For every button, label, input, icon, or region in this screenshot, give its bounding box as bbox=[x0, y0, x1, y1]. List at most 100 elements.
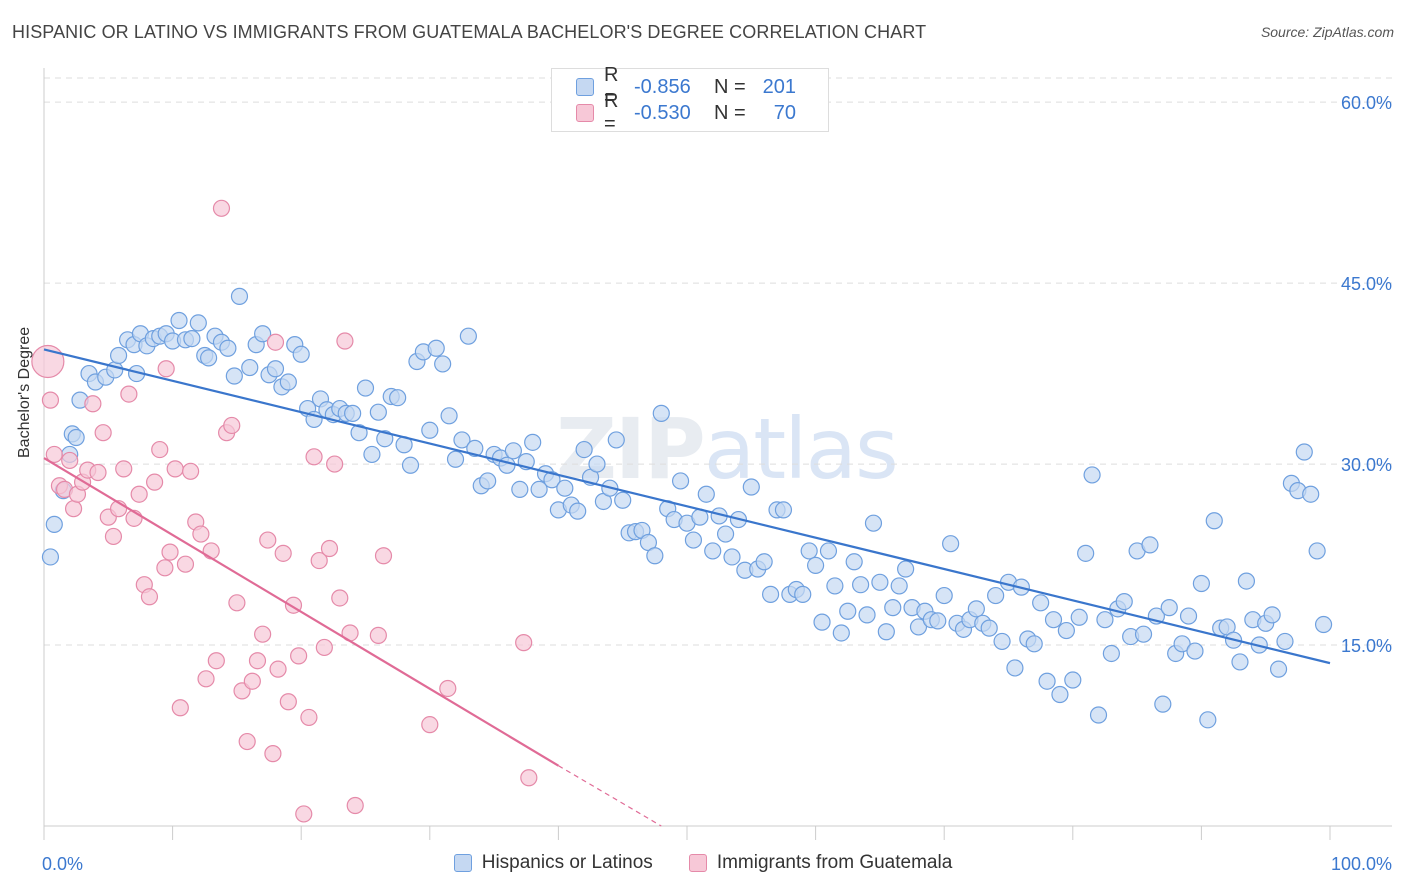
point-hispanic bbox=[189, 314, 207, 332]
point-guatemala bbox=[140, 588, 159, 606]
point-hispanic bbox=[845, 553, 863, 571]
point-hispanic bbox=[794, 585, 812, 603]
point-guatemala bbox=[64, 500, 83, 518]
legend-swatch-pink bbox=[576, 104, 594, 122]
point-hispanic bbox=[479, 472, 497, 490]
y-tick-label: 45.0% bbox=[1341, 274, 1392, 294]
point-hispanic bbox=[466, 439, 484, 457]
point-hispanic bbox=[897, 560, 915, 578]
point-hispanic bbox=[742, 478, 760, 496]
point-hispanic bbox=[1038, 672, 1056, 690]
point-hispanic bbox=[524, 433, 542, 451]
legend-swatch-pink bbox=[688, 854, 707, 872]
point-hispanic bbox=[684, 531, 703, 549]
point-hispanic bbox=[292, 345, 310, 363]
point-guatemala bbox=[300, 708, 318, 727]
point-guatemala bbox=[310, 551, 328, 570]
point-hispanic bbox=[826, 577, 844, 595]
source-credit: Source: ZipAtlas.com bbox=[1260, 24, 1394, 40]
point-guatemala bbox=[166, 460, 184, 478]
point-guatemala bbox=[45, 445, 63, 464]
point-hispanic bbox=[1205, 512, 1223, 530]
point-guatemala bbox=[520, 769, 538, 787]
legend-r-label: R = bbox=[604, 90, 619, 135]
point-hispanic bbox=[774, 501, 793, 519]
point-hispanic bbox=[459, 327, 477, 345]
x-tick-label: 100.0% bbox=[1331, 854, 1392, 874]
point-hispanic bbox=[1089, 706, 1108, 724]
point-guatemala bbox=[515, 634, 533, 652]
point-hispanic bbox=[839, 602, 857, 620]
point-hispanic bbox=[993, 632, 1011, 651]
x-tick-label: 0.0% bbox=[42, 854, 83, 874]
point-hispanic bbox=[434, 355, 452, 373]
point-hispanic bbox=[350, 424, 368, 442]
point-guatemala bbox=[331, 589, 349, 607]
watermark-atlas: atlas bbox=[703, 400, 899, 498]
point-guatemala bbox=[192, 525, 210, 543]
point-hispanic bbox=[1231, 653, 1249, 671]
point-hispanic bbox=[819, 542, 838, 560]
point-guatemala bbox=[197, 670, 215, 688]
point-hispanic bbox=[980, 619, 998, 637]
point-guatemala bbox=[369, 626, 387, 644]
point-hispanic bbox=[1051, 685, 1069, 704]
point-guatemala bbox=[212, 199, 231, 217]
point-guatemala bbox=[326, 455, 344, 473]
point-hispanic bbox=[1070, 608, 1088, 626]
point-guatemala bbox=[176, 555, 195, 573]
legend-item-guatemala[interactable]: Immigrants from Guatemala bbox=[688, 852, 952, 874]
point-guatemala bbox=[238, 732, 256, 751]
point-guatemala bbox=[182, 462, 200, 480]
point-hispanic bbox=[45, 515, 63, 533]
point-hispanic bbox=[1057, 621, 1075, 640]
point-hispanic bbox=[1199, 711, 1217, 729]
legend-r-value: -0.856 bbox=[634, 75, 691, 98]
chart-title: HISPANIC OR LATINO VS IMMIGRANTS FROM GU… bbox=[12, 22, 927, 42]
point-hispanic bbox=[1083, 466, 1101, 484]
point-hispanic bbox=[1192, 574, 1211, 593]
point-hispanic bbox=[225, 367, 243, 385]
legend-row-guatemala: R = -0.530 N = 70 bbox=[576, 90, 796, 135]
point-guatemala bbox=[120, 385, 138, 403]
point-hispanic bbox=[852, 576, 870, 594]
point-hispanic bbox=[446, 450, 465, 468]
point-hispanic bbox=[356, 379, 375, 397]
point-hispanic bbox=[1295, 443, 1313, 461]
point-guatemala bbox=[279, 693, 297, 711]
point-hispanic bbox=[1077, 544, 1095, 562]
point-hispanic bbox=[511, 480, 529, 498]
point-guatemala bbox=[259, 531, 277, 549]
point-hispanic bbox=[1134, 625, 1153, 643]
point-hispanic bbox=[871, 573, 889, 591]
point-hispanic bbox=[279, 373, 297, 391]
point-hispanic bbox=[1044, 611, 1063, 629]
point-hispanic bbox=[858, 606, 876, 624]
point-hispanic bbox=[1025, 635, 1043, 653]
point-hispanic bbox=[884, 599, 902, 617]
point-hispanic bbox=[877, 623, 895, 641]
point-hispanic bbox=[219, 339, 237, 357]
legend-item-hispanic[interactable]: Hispanics or Latinos bbox=[453, 852, 653, 874]
point-hispanic bbox=[453, 431, 471, 449]
point-hispanic bbox=[1186, 642, 1204, 660]
point-hispanic bbox=[697, 485, 715, 503]
point-guatemala bbox=[156, 559, 174, 577]
point-guatemala bbox=[248, 652, 267, 670]
point-hispanic bbox=[254, 325, 272, 343]
point-guatemala bbox=[202, 542, 220, 560]
point-hispanic bbox=[41, 548, 60, 566]
point-hispanic bbox=[575, 440, 593, 459]
point-hispanic bbox=[864, 514, 883, 532]
trendline-guatemala-extension bbox=[558, 765, 662, 827]
point-hispanic bbox=[813, 613, 831, 631]
point-hispanic bbox=[1141, 536, 1159, 554]
legend-n-label: N = bbox=[714, 101, 746, 124]
point-hispanic bbox=[109, 346, 128, 365]
point-hispanic bbox=[543, 471, 561, 489]
point-hispanic bbox=[421, 421, 439, 439]
legend-row-hispanic: R = -0.856 N = 201 bbox=[576, 64, 796, 109]
point-hispanic bbox=[230, 287, 249, 305]
correlation-legend: R = -0.856 N = 201 R = -0.530 N = 70 bbox=[551, 64, 829, 135]
